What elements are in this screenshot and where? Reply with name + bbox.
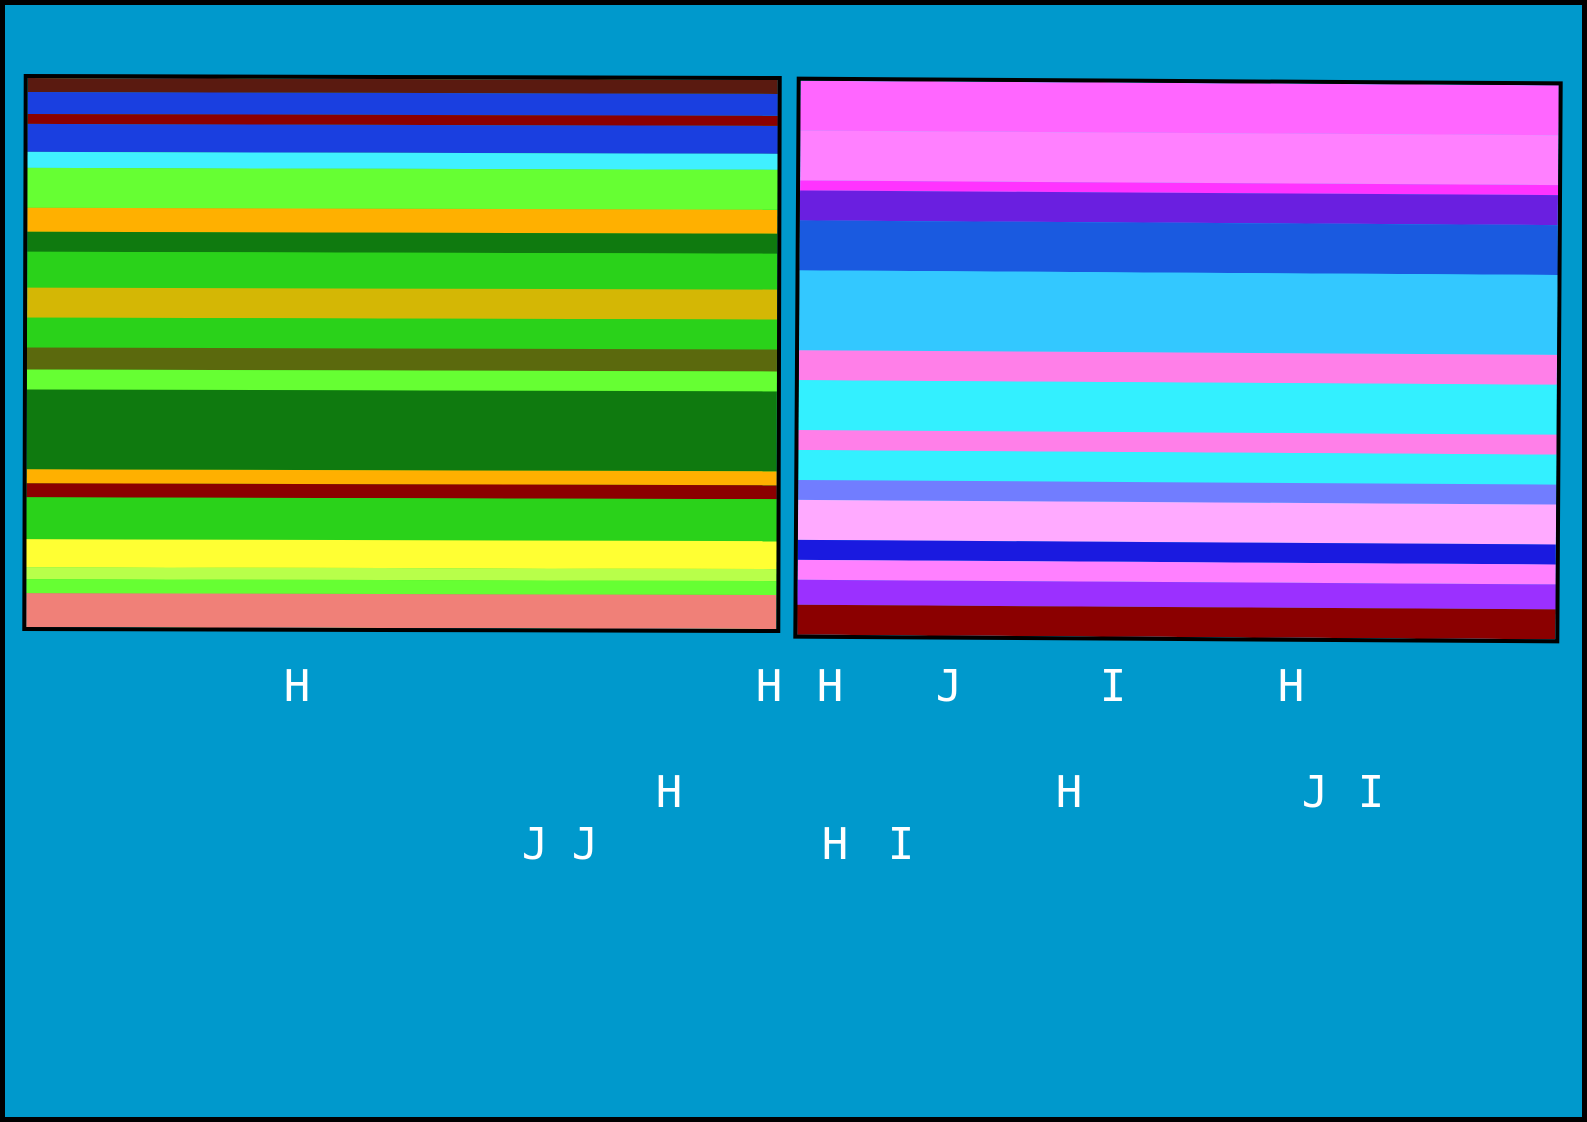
glyph-label: H <box>283 661 311 712</box>
glyph-label: J <box>571 819 599 870</box>
right-image <box>797 80 1559 640</box>
right-image-panel <box>793 76 1563 644</box>
glyph-label: I <box>1099 661 1127 712</box>
glyph-label: H <box>755 661 783 712</box>
glyph-label: H <box>1055 767 1083 818</box>
glyph-label: H <box>816 661 844 712</box>
glyph-label: J <box>1301 767 1329 818</box>
glyph-label: J <box>935 661 963 712</box>
glyph-label: H <box>1277 661 1305 712</box>
glyph-label: H <box>821 819 849 870</box>
glyph-label: J <box>521 819 549 870</box>
left-image-panel <box>22 74 782 633</box>
left-image <box>26 78 778 629</box>
glyph-label: I <box>887 819 915 870</box>
glyph-label: H <box>655 767 683 818</box>
glyph-label: I <box>1357 767 1385 818</box>
